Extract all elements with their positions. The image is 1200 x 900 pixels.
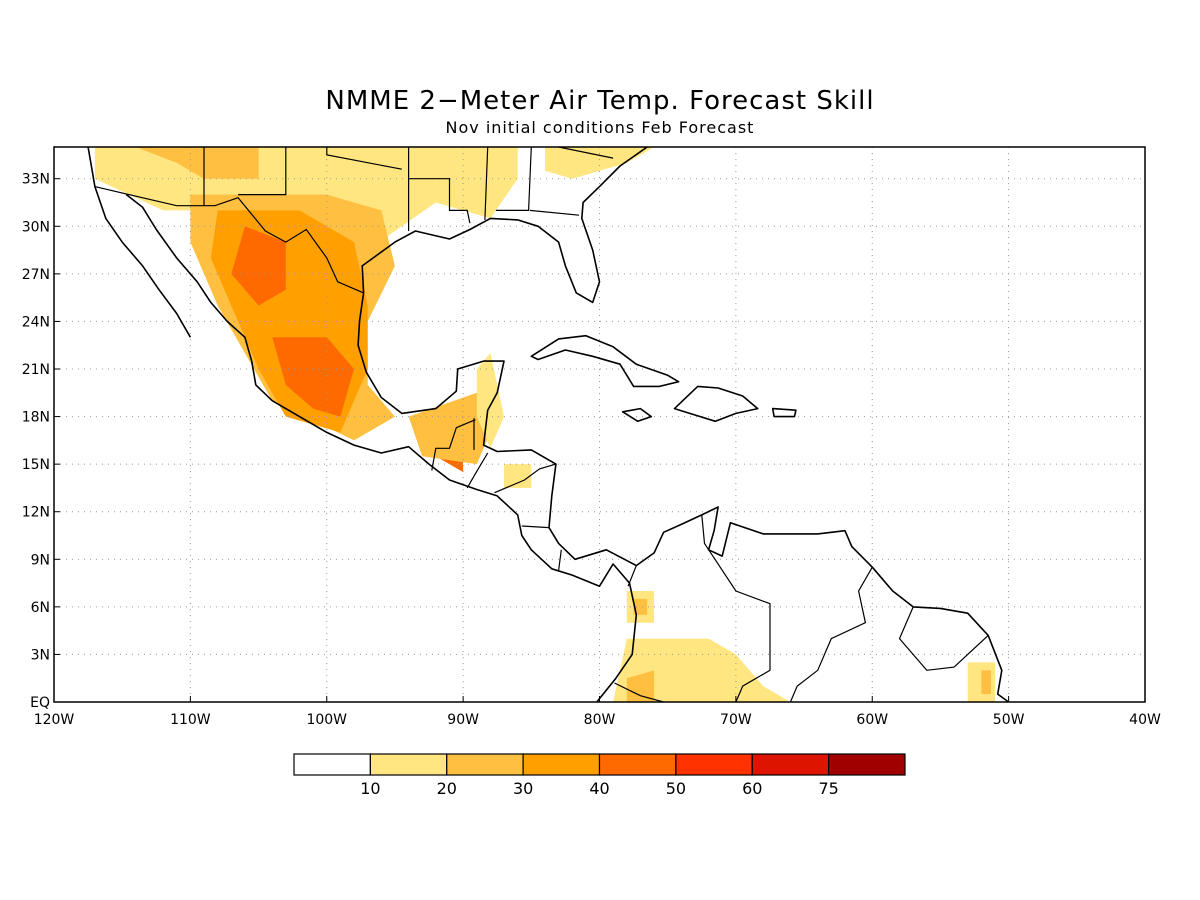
coastlines	[87, 147, 1010, 702]
skill-region-15	[967, 662, 995, 702]
lon-tick-label: 90W	[447, 712, 479, 728]
colorbar-segment	[293, 753, 371, 776]
skill-region-13	[613, 638, 791, 702]
colorbar-label: 10	[360, 779, 380, 798]
lat-tick-label: 24N	[22, 314, 50, 330]
border-0	[94, 186, 364, 294]
border-1	[431, 419, 476, 471]
grid-lines	[54, 147, 1145, 702]
skill-region-5	[231, 226, 286, 306]
colorbar	[293, 753, 906, 776]
skill-region-14	[626, 670, 655, 702]
coastline-3	[361, 147, 648, 304]
lon-tick-label: 80W	[584, 712, 616, 728]
border-17	[484, 147, 489, 220]
colorbar-label: 30	[513, 779, 533, 798]
border-10	[789, 566, 873, 702]
longitude-ticks: 120W 110W 100W 90W 80W 70W 60W 50W 40W	[34, 696, 1161, 728]
coastline-4	[530, 334, 680, 388]
lat-tick-label: 15N	[22, 457, 50, 473]
skill-region-1	[545, 147, 655, 179]
border-18	[495, 147, 532, 211]
colorbar-segment	[751, 753, 830, 776]
skill-region-3	[135, 147, 259, 179]
coastline-2	[357, 292, 1010, 702]
colorbar-label: 20	[437, 779, 457, 798]
skill-region-12	[633, 598, 648, 615]
coastline-7	[771, 407, 797, 418]
border-14	[326, 147, 402, 170]
border-9	[614, 682, 664, 702]
border-4	[494, 463, 557, 494]
lon-tick-label: 70W	[720, 712, 752, 728]
skill-region-16	[981, 670, 991, 695]
border-11	[898, 606, 989, 671]
colorbar-segment	[598, 753, 677, 776]
skill-region-10	[504, 464, 532, 488]
lat-tick-label: 6N	[31, 600, 50, 616]
border-5	[521, 525, 550, 529]
border-8	[701, 514, 771, 702]
lat-tick-label: 9N	[31, 552, 50, 568]
border-7	[627, 565, 637, 587]
skill-region-9	[476, 353, 504, 449]
lat-tick-label: 30N	[22, 219, 50, 235]
colorbar-segment	[675, 753, 753, 776]
lat-tick-label: 33N	[22, 172, 50, 188]
map-subtitle: Nov initial conditions Feb Forecast	[445, 118, 755, 137]
lon-tick-label: 50W	[993, 712, 1025, 728]
political-borders	[94, 147, 989, 702]
colorbar-segment	[828, 753, 906, 776]
colorbar-labels: 10 20 30 40 50 60 75	[360, 779, 839, 798]
lat-tick-label: 27N	[22, 267, 50, 283]
lon-tick-label: 60W	[856, 712, 888, 728]
lat-tick-label: 3N	[31, 647, 50, 663]
border-13	[238, 147, 287, 196]
lon-tick-label: 110W	[170, 712, 211, 728]
colorbar-label: 40	[589, 779, 609, 798]
colorbar-label: 60	[742, 779, 762, 798]
coastline-0	[87, 147, 192, 338]
lon-tick-label: 100W	[306, 712, 347, 728]
colorbar-label: 50	[666, 779, 686, 798]
border-19	[529, 209, 580, 216]
skill-region-8	[408, 392, 491, 465]
lat-tick-label: EQ	[30, 695, 50, 711]
coastline-5	[673, 385, 759, 423]
colorbar-label: 75	[818, 779, 838, 798]
lon-tick-label: 120W	[34, 712, 75, 728]
border-20	[558, 147, 614, 159]
coastline-1	[125, 193, 638, 702]
coastline-6	[621, 407, 653, 423]
map-title: NMME 2−Meter Air Temp. Forecast Skill	[325, 86, 875, 116]
border-16	[408, 178, 471, 224]
lat-tick-label: 21N	[22, 362, 50, 378]
colorbar-segment	[522, 753, 601, 776]
border-6	[558, 549, 562, 571]
lat-tick-label: 12N	[22, 505, 50, 521]
skill-shading	[94, 147, 995, 702]
border-3	[466, 452, 489, 489]
latitude-ticks: EQ 3N 6N 9N 12N 15N 18N 21N 24N 27N 30N 33N	[22, 172, 60, 711]
lat-tick-label: 18N	[22, 410, 50, 426]
colorbar-segment	[446, 753, 524, 776]
lon-tick-label: 40W	[1129, 712, 1161, 728]
skill-region-6	[272, 337, 354, 417]
colorbar-segment	[369, 753, 448, 776]
